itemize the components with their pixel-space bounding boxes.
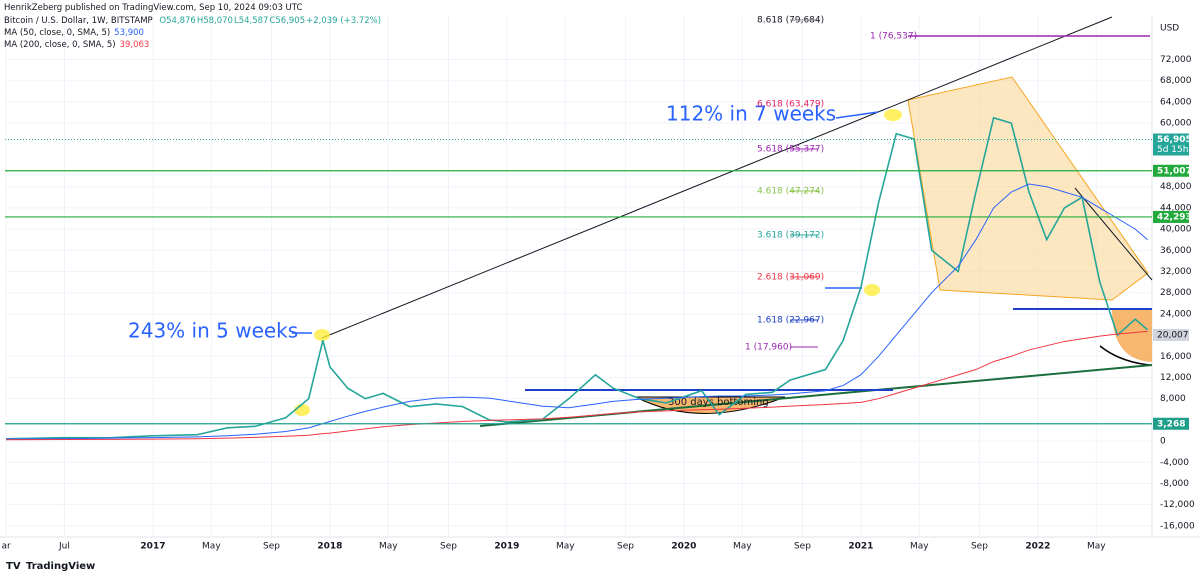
fib-label: 1 (76,537) (870, 32, 917, 42)
y-tick-label: 16,000 (1160, 352, 1192, 362)
y-tick-label: 48,000 (1160, 182, 1192, 192)
support-line (479, 364, 1153, 427)
y-tick-label: 68,000 (1160, 76, 1192, 86)
series-line (6, 183, 1148, 440)
ma200-name: MA (200, close, 0, SMA, 5) (4, 40, 116, 50)
bottom-shape (1112, 310, 1152, 362)
annotation: 243% in 5 weeks (128, 319, 298, 343)
highlight (864, 284, 880, 296)
fib-label: 1 (17,960) (745, 343, 792, 353)
price-box (1153, 417, 1189, 430)
price-box-label: 3,268 (1157, 419, 1185, 429)
x-tick-label: 2018 (317, 542, 342, 552)
trendline (1074, 187, 1153, 281)
y-tick-label: -8,000 (1160, 479, 1189, 489)
price-box (1153, 164, 1189, 177)
x-tick-label: Sep (617, 542, 634, 552)
ohlc: L54,587 (233, 16, 269, 26)
annotation: 112% in 7 weeks (666, 102, 836, 126)
price-box (1153, 133, 1189, 156)
series-line (6, 330, 1148, 441)
highlight (294, 404, 310, 416)
x-tick-label: May (1087, 542, 1106, 552)
bottoming-shape (635, 396, 786, 414)
highlight (314, 329, 330, 341)
ma200-line: MA (200, close, 0, SMA, 5) 39,063 (4, 40, 153, 50)
x-tick-label: May (910, 542, 929, 552)
ma50-line: MA (50, close, 0, SMA, 5) 53,900 (4, 28, 148, 38)
y-tick-label: -16,000 (1160, 521, 1195, 531)
price-box-label: 56,905 (1157, 135, 1192, 145)
x-tick-label: May (733, 542, 752, 552)
y-tick-label: 44,000 (1160, 203, 1192, 213)
y-tick-label: 24,000 (1160, 309, 1192, 319)
currency: USD (1160, 24, 1179, 34)
y-tick-label: -12,000 (1160, 500, 1195, 510)
fib-label: 2.618 (31,069) (757, 273, 824, 283)
fib-label: 4.618 (47,274) (757, 187, 824, 197)
fib-label: 8.618 (79,684) (757, 16, 824, 26)
ohlc: O54,876 (159, 16, 196, 26)
ma50-name: MA (50, close, 0, SMA, 5) (4, 28, 111, 38)
y-tick-label: 28,000 (1160, 288, 1192, 298)
y-tick-label: 72,000 (1160, 55, 1192, 65)
x-tick-label: 2022 (1025, 542, 1050, 552)
curve (1099, 345, 1151, 366)
y-tick-label: 60,000 (1160, 119, 1192, 129)
x-tick-label: Sep (971, 542, 988, 552)
fib-label: 6.618 (63,479) (757, 100, 824, 110)
logo: TV (6, 561, 21, 572)
y-tick-label: 0 (1160, 437, 1166, 447)
countdown: 5d 15h (1157, 145, 1188, 155)
price-box-label: 51,007 (1157, 166, 1192, 176)
y-tick-label: 64,000 (1160, 97, 1192, 107)
symbol: Bitcoin / U.S. Dollar, 1W, BITSTAMP (4, 16, 153, 26)
brand: TradingView (26, 561, 95, 572)
x-tick-label: 2020 (671, 542, 696, 552)
ohlc: H58,070 (196, 16, 233, 26)
price-box (1153, 329, 1189, 342)
x-tick-label: Sep (263, 542, 280, 552)
ma50-value: 53,900 (114, 28, 144, 38)
fib-label: 3.618 (39,172) (757, 231, 824, 241)
annotation: 300 days bottoming (668, 397, 769, 408)
y-tick-label: 36,000 (1160, 246, 1192, 256)
fib-label: 5.618 (55,377) (757, 145, 824, 155)
x-tick-label: May (556, 542, 575, 552)
x-tick-label: 2019 (494, 542, 519, 552)
x-tick-label: 2021 (848, 542, 873, 552)
price-box (1153, 210, 1189, 223)
fib-label: 1.618 (22,967) (757, 316, 824, 326)
x-tick-label: May (379, 542, 398, 552)
x-tick-label: Jul (58, 542, 70, 552)
x-tick-label: ar (1, 542, 11, 552)
ohlc: C56,905 (269, 16, 306, 26)
y-tick-label: 32,000 (1160, 267, 1192, 277)
x-tick-label: Sep (794, 542, 811, 552)
y-tick-label: 8,000 (1160, 394, 1186, 404)
publisher: HenrikZeberg published on TradingView.co… (4, 3, 303, 13)
triangle-drawing (907, 76, 1149, 301)
trendline (321, 16, 1113, 339)
series-line (6, 116, 1149, 440)
change: +2,039 (+3.72%) (306, 16, 382, 26)
symbol-line: Bitcoin / U.S. Dollar, 1W, BITSTAMP O54,… (4, 16, 385, 26)
arrow (835, 111, 879, 119)
ma200-value: 39,063 (119, 40, 150, 50)
price-box-label: 42,293 (1157, 212, 1192, 222)
y-tick-label: 12,000 (1160, 373, 1192, 383)
highlight (884, 109, 902, 121)
y-tick-label: 40,000 (1160, 225, 1192, 235)
x-tick-label: Sep (440, 542, 457, 552)
price-box-label: 20,007 (1157, 331, 1189, 341)
x-tick-label: May (202, 542, 221, 552)
x-tick-label: 2017 (140, 542, 165, 552)
y-tick-label: -4,000 (1160, 458, 1189, 468)
